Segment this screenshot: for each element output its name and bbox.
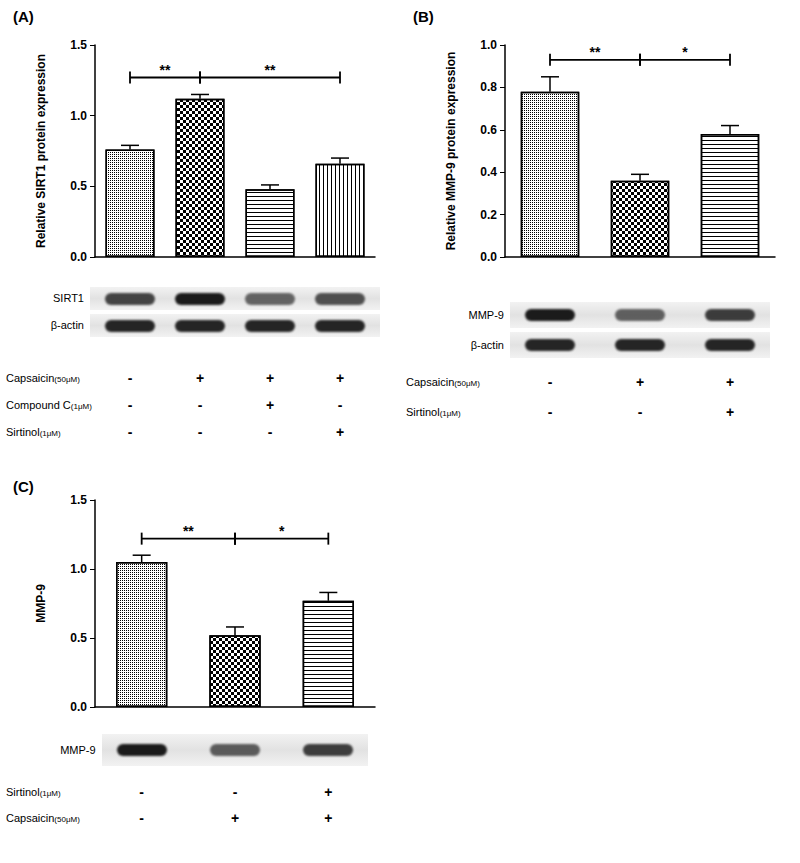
svg-text:1.0: 1.0 bbox=[70, 562, 87, 576]
svg-text:1.5: 1.5 bbox=[70, 493, 87, 507]
svg-text:0.5: 0.5 bbox=[70, 179, 87, 193]
svg-text:1.0: 1.0 bbox=[70, 109, 87, 123]
html-text:SIRT1: SIRT1 bbox=[53, 292, 84, 304]
svg-text:MMP-9: MMP-9 bbox=[34, 584, 48, 623]
html-text:Capsaicin(50μM): Capsaicin(50μM) bbox=[406, 376, 480, 388]
html-text:β-actin: β-actin bbox=[470, 339, 504, 351]
svg-text:**: ** bbox=[265, 62, 276, 78]
svg-text:*: * bbox=[279, 523, 285, 539]
svg-text:0.2: 0.2 bbox=[480, 208, 497, 222]
svg-text:Relative SIRT1 protein express: Relative SIRT1 protein expression bbox=[34, 54, 48, 248]
svg-text:**: ** bbox=[183, 523, 194, 539]
html-text:Compound C(1μM): Compound C(1μM) bbox=[6, 399, 92, 411]
svg-text:**: ** bbox=[160, 62, 171, 78]
svg-text:0.8: 0.8 bbox=[480, 80, 497, 94]
svg-text:*: * bbox=[682, 44, 688, 60]
svg-text:0.5: 0.5 bbox=[70, 631, 87, 645]
svg-text:(B): (B) bbox=[413, 8, 434, 25]
svg-text:(C): (C) bbox=[13, 478, 34, 495]
html-text:Sirtinol(1μM): Sirtinol(1μM) bbox=[6, 786, 61, 798]
svg-text:0.0: 0.0 bbox=[480, 250, 497, 264]
svg-text:(A): (A) bbox=[13, 8, 34, 25]
svg-text:0.6: 0.6 bbox=[480, 123, 497, 137]
html-text:MMP-9: MMP-9 bbox=[60, 744, 96, 756]
svg-text:1.0: 1.0 bbox=[480, 38, 497, 52]
html-text:Capsaicin(50μM): Capsaicin(50μM) bbox=[6, 812, 80, 824]
svg-text:0.0: 0.0 bbox=[70, 250, 87, 264]
html-text:MMP-9: MMP-9 bbox=[468, 309, 504, 321]
html-text:Sirtinol(1μM): Sirtinol(1μM) bbox=[6, 426, 61, 438]
svg-text:1.5: 1.5 bbox=[70, 38, 87, 52]
html-text:β-actin: β-actin bbox=[50, 319, 84, 331]
html-text:Sirtinol(1μM): Sirtinol(1μM) bbox=[406, 406, 461, 418]
html-text:Capsaicin(50μM): Capsaicin(50μM) bbox=[6, 372, 80, 384]
svg-text:0.4: 0.4 bbox=[480, 165, 497, 179]
svg-text:Relative MMP-9 protein express: Relative MMP-9 protein expression bbox=[444, 52, 458, 251]
svg-text:0.0: 0.0 bbox=[70, 700, 87, 714]
svg-text:**: ** bbox=[590, 44, 601, 60]
